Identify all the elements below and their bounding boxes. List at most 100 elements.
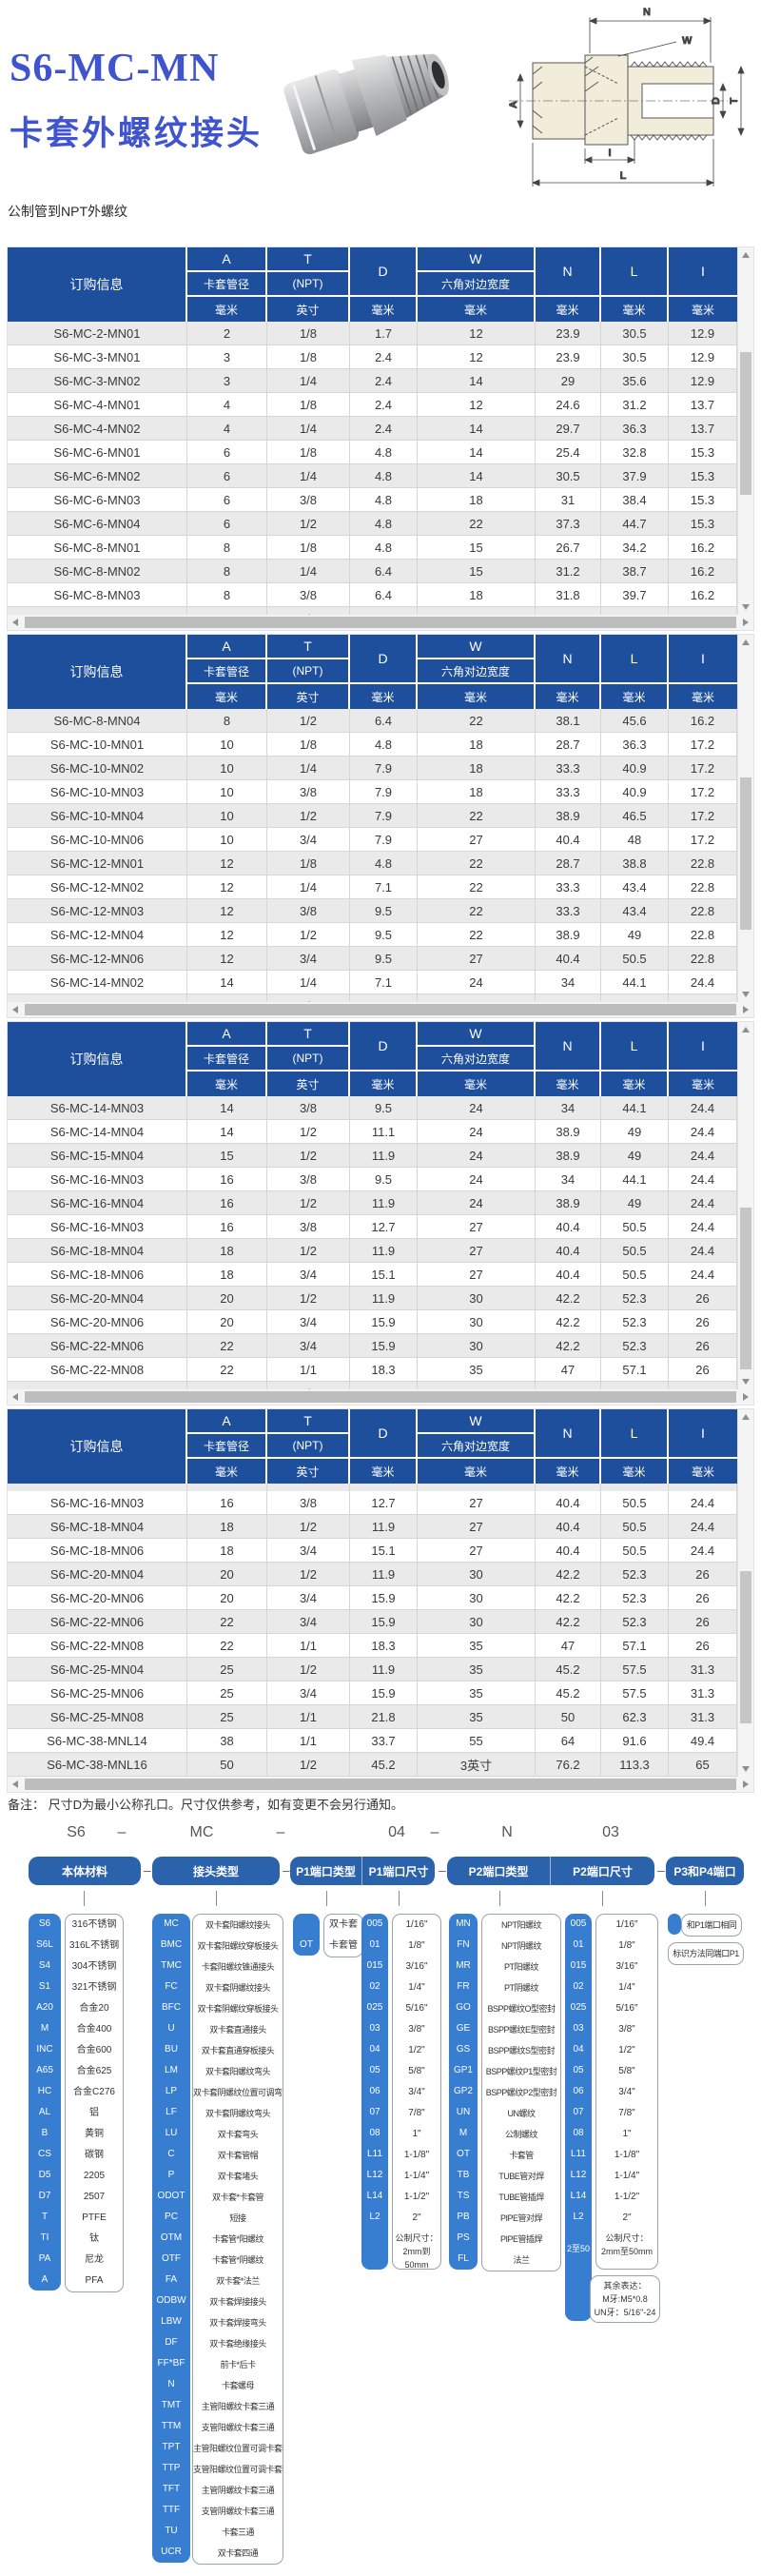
material-code: AL <box>38 2107 51 2117</box>
material-desc: 合金20 <box>79 2003 109 2014</box>
cell-order-code: S6-MC-4-MN02 <box>8 417 187 440</box>
scroll-up-arrow[interactable] <box>738 1022 753 1037</box>
scroll-up-arrow[interactable] <box>738 635 753 650</box>
fitting-type-desc: 双卡套阳螺纹穿板接头 <box>197 1941 279 1951</box>
p2-type-code: GP1 <box>453 2065 473 2075</box>
fitting-type-code: MC <box>164 1918 179 1929</box>
header-col-I: I 毫米 <box>669 635 737 709</box>
horizontal-scrollbar[interactable] <box>8 1002 753 1017</box>
vertical-scrollbar-thumb[interactable] <box>740 1571 751 1723</box>
header-order-info: 订购信息 <box>8 635 187 709</box>
fitting-type-code: N <box>167 2379 175 2389</box>
cell-W: 18 <box>418 733 536 756</box>
cell-D: 7.9 <box>350 757 418 779</box>
p2-size-desc: 1/2" <box>618 2045 635 2055</box>
p1-size-code: L2 <box>369 2212 380 2222</box>
vertical-scrollbar-thumb[interactable] <box>740 352 751 495</box>
fitting-type-desc: 卡套管*阴螺纹 <box>211 2255 264 2265</box>
horizontal-scrollbar[interactable] <box>8 1389 753 1405</box>
cell-W: 14 <box>418 369 536 392</box>
horizontal-scrollbar[interactable] <box>8 1777 753 1792</box>
cell-I: 24.4 <box>669 1120 737 1143</box>
scroll-right-arrow[interactable] <box>738 1777 753 1792</box>
cell-A: 18 <box>187 1515 267 1538</box>
cell-I: 24.4 <box>669 1539 737 1562</box>
horizontal-scrollbar-thumb[interactable] <box>25 1004 736 1015</box>
p1-size-code: 025 <box>366 2002 383 2013</box>
horizontal-scrollbar-thumb[interactable] <box>25 617 736 628</box>
vertical-scrollbar[interactable] <box>737 247 753 615</box>
cell-A: 12 <box>187 899 267 922</box>
cell-W: 30 <box>418 1310 536 1333</box>
cell-D: 4.8 <box>350 512 418 535</box>
cell-D: 6.4 <box>350 709 418 732</box>
material-desc-box: 316不锈钢 316L不锈钢 304不锈钢 321不锈钢 合金20 合金400 合金600 合… <box>65 1914 124 2292</box>
horizontal-scrollbar-thumb[interactable] <box>25 1779 736 1790</box>
cell-order-code: S6-MC-3-MN02 <box>8 369 187 392</box>
vertical-scrollbar-thumb[interactable] <box>740 1208 751 1369</box>
material-code: S6L <box>36 1939 53 1950</box>
scroll-down-arrow[interactable] <box>738 1761 753 1777</box>
cell-N: 40.4 <box>536 947 601 970</box>
scroll-left-arrow[interactable] <box>8 1777 23 1792</box>
scroll-left-arrow[interactable] <box>8 1002 23 1017</box>
cell-T: 3/4 <box>267 1681 350 1704</box>
header-col-L: L 毫米 <box>601 1409 669 1484</box>
vertical-scrollbar[interactable] <box>737 1022 753 1389</box>
table-row: S6-MC-18-MN06 18 3/4 15.1 27 40.4 50.5 2… <box>8 1539 737 1563</box>
fitting-type-code: U <box>167 2023 175 2034</box>
cell-order-code: S6-MC-14-MN02 <box>8 971 187 993</box>
table-row: S6-MC-10-MN04 10 1/2 7.9 22 38.9 46.5 17… <box>8 804 737 828</box>
cell-A: 25 <box>187 1705 267 1728</box>
cell-I: 31.3 <box>669 1681 737 1704</box>
cell-N: 40.4 <box>536 1239 601 1262</box>
cell-W: 22 <box>418 923 536 946</box>
cell-N: 24.6 <box>536 393 601 416</box>
horizontal-scrollbar[interactable] <box>8 615 753 630</box>
table-row: S6-MC-16-MN03 16 3/8 12.7 27 40.4 50.5 2… <box>8 1491 737 1515</box>
scroll-up-arrow[interactable] <box>738 247 753 263</box>
cell-L: 44.1 <box>601 1168 669 1190</box>
scroll-right-arrow[interactable] <box>738 1389 753 1405</box>
p2-type-code: M <box>459 2128 468 2138</box>
fitting-type-code: LU <box>165 2128 178 2138</box>
scroll-down-arrow[interactable] <box>738 987 753 1002</box>
vertical-scrollbar[interactable] <box>737 635 753 1002</box>
cell-W: 27 <box>418 828 536 851</box>
scroll-right-arrow[interactable] <box>738 615 753 630</box>
p2-size-code-strip: 005 01 015 02 025 03 04 05 06 07 08 L11 L12 L14 L2 2至5… <box>565 1914 592 2321</box>
fitting-type-code: TTF <box>162 2505 181 2515</box>
cell-N: 23.9 <box>536 345 601 368</box>
scroll-up-arrow[interactable] <box>738 1409 753 1425</box>
cell-order-code: S6-MC-25-MN08 <box>8 1705 187 1728</box>
connector-line <box>326 1891 327 1906</box>
cell-N: 29.7 <box>536 417 601 440</box>
horizontal-scrollbar-thumb[interactable] <box>25 1391 736 1403</box>
table-row: S6-MC-6-MN04 6 1/2 4.8 22 37.3 44.7 15.3 <box>8 512 737 536</box>
scroll-right-arrow[interactable] <box>738 1002 753 1017</box>
cell-order-code: S6-MC-10-MN01 <box>8 733 187 756</box>
cell-W: 27 <box>418 1215 536 1238</box>
cell-D: 11.9 <box>350 1191 418 1214</box>
p2-type-code: TB <box>457 2170 470 2180</box>
material-desc: 尼龙 <box>85 2254 104 2265</box>
vertical-scrollbar[interactable] <box>737 1409 753 1777</box>
p2-type-desc: TUBE管插焊 <box>498 2193 544 2202</box>
svg-text:D: D <box>711 97 722 105</box>
scroll-down-arrow[interactable] <box>738 600 753 615</box>
vertical-scrollbar-thumb[interactable] <box>740 777 751 930</box>
cell-N: 29 <box>536 369 601 392</box>
table-row: S6-MC-14-MN04 14 1/2 11.1 24 38.9 49 24.… <box>8 1120 737 1144</box>
scroll-down-arrow[interactable] <box>738 1374 753 1389</box>
scroll-left-arrow[interactable] <box>8 1389 23 1405</box>
pill-dash: – <box>144 1862 151 1878</box>
header-p2-size: P2端口尺寸 <box>573 1864 633 1878</box>
header-col-L: L 毫米 <box>601 1022 669 1096</box>
cell-I: 26 <box>669 1334 737 1357</box>
fitting-type-code: FA <box>165 2274 178 2285</box>
material-desc: 合金625 <box>76 2066 112 2076</box>
cell-I: 26 <box>669 1563 737 1585</box>
cell-D: 2.4 <box>350 345 418 368</box>
scroll-left-arrow[interactable] <box>8 615 23 630</box>
